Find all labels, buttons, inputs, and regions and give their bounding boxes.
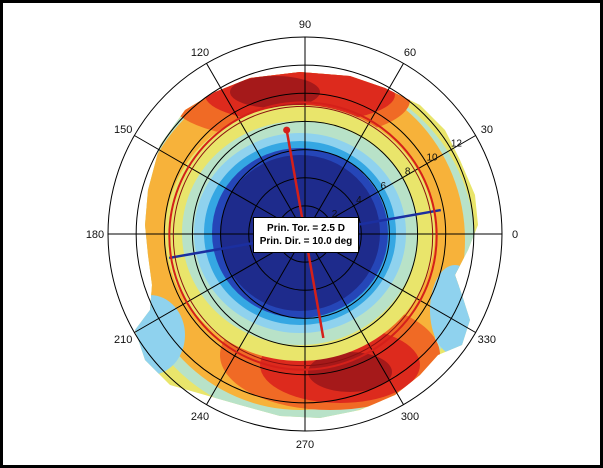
theta-tick-label: 270 [296,439,314,451]
grid-spoke [206,63,306,235]
radial-tick-label: 10 [426,153,438,164]
theta-tick-label: 60 [404,47,416,59]
theta-tick-label: 90 [299,19,311,31]
theta-tick-label: 210 [114,334,132,346]
theta-tick-label: 180 [86,229,104,241]
radial-tick-label: 8 [405,167,411,178]
radial-tick-label: 2 [332,209,338,220]
radial-tick-label: 12 [451,139,463,150]
annotation-direction: Prin. Dir. = 10.0 deg [259,236,353,247]
theta-tick-label: 30 [481,124,493,136]
theta-tick-label: 240 [191,411,209,423]
orthogonal-endpoint-marker [283,126,291,134]
grid-spoke [206,233,306,405]
radial-tick-label: 6 [381,181,387,192]
theta-tick-label: 330 [478,334,496,346]
grid-spoke [304,233,404,405]
radial-tick-label: 4 [356,195,362,206]
fitted-circle-inner [172,105,434,367]
theta-tick-label: 0 [512,229,518,241]
annotation-box: Prin. Tor. = 2.5 D Prin. Dir. = 10.0 deg [253,217,359,253]
grid-spoke [304,63,404,235]
theta-tick-label: 150 [114,124,132,136]
polar-grid [107,36,503,432]
theta-tick-label: 300 [401,411,419,423]
theta-tick-label: 120 [191,47,209,59]
annotation-toricity: Prin. Tor. = 2.5 D [267,223,345,234]
fitted-circle [168,101,438,371]
